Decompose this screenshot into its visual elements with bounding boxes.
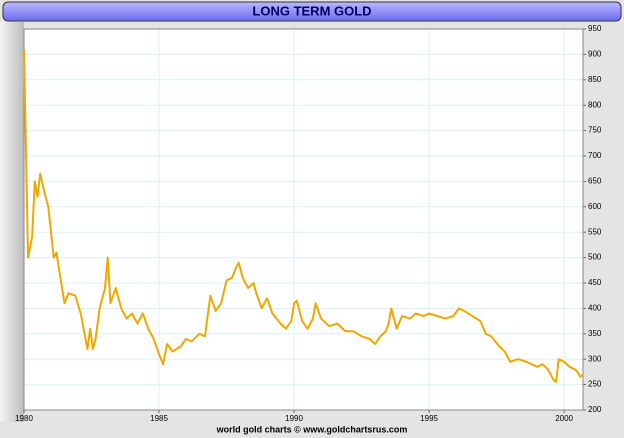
x-tick-label: 2000 bbox=[555, 414, 573, 423]
y-tick-label: 850 bbox=[588, 75, 602, 84]
y-tick-label: 550 bbox=[588, 227, 602, 236]
plot-border bbox=[23, 28, 584, 411]
price-line bbox=[23, 49, 584, 384]
x-tick-label: 1985 bbox=[150, 414, 168, 423]
y-tick-label: 950 bbox=[588, 24, 602, 33]
title-bar bbox=[2, 1, 622, 22]
y-tick-label: 200 bbox=[588, 405, 602, 414]
chart-title: LONG TERM GOLD bbox=[252, 3, 371, 18]
y-tick-label: 250 bbox=[588, 380, 602, 389]
y-tick-label: 800 bbox=[588, 100, 602, 109]
y-tick-label: 700 bbox=[588, 151, 602, 160]
x-tick-label: 1990 bbox=[285, 414, 303, 423]
y-tick-label: 750 bbox=[588, 126, 602, 135]
y-tick-label: 500 bbox=[588, 253, 602, 262]
side-strip bbox=[0, 22, 24, 422]
plot-area bbox=[23, 28, 584, 411]
y-tick-label: 900 bbox=[588, 50, 602, 59]
x-tick-label: 1995 bbox=[420, 414, 438, 423]
y-tick-label: 300 bbox=[588, 354, 602, 363]
y-tick-label: 350 bbox=[588, 329, 602, 338]
y-tick-label: 400 bbox=[588, 304, 602, 313]
y-tick-label: 600 bbox=[588, 202, 602, 211]
y-tick-label: 650 bbox=[588, 177, 602, 186]
y-tick-label: 450 bbox=[588, 278, 602, 287]
x-tick-label: 1980 bbox=[15, 414, 33, 423]
footer: world gold charts © www.goldchartsrus.co… bbox=[216, 424, 408, 434]
